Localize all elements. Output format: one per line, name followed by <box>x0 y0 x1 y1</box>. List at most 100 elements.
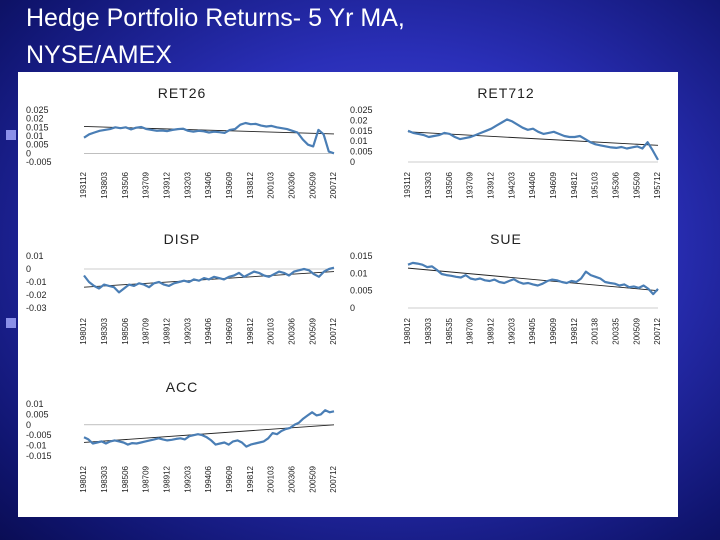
x-tick-label: 198535 <box>445 317 454 344</box>
series-line <box>407 118 659 161</box>
x-tick-label: 199406 <box>204 465 213 492</box>
x-tick-label: 200103 <box>267 317 276 344</box>
chart-svg: SUE 0.015 0.01 0.005 0 198012 198303 198535 1987… <box>350 231 662 345</box>
x-tick-label: 200509 <box>632 317 641 344</box>
y-tick-label: 0.015 <box>350 251 373 261</box>
y-tick-label: 0 <box>350 303 355 313</box>
x-tick-label: 199609 <box>549 317 558 344</box>
bullet-marker <box>6 130 16 140</box>
x-tick-label: 200712 <box>329 171 338 198</box>
y-tick-label: -0.03 <box>26 303 47 313</box>
y-tick-label: 0.025 <box>350 105 373 115</box>
y-tick-label: 0.005 <box>350 286 373 296</box>
chart-title: RET26 <box>158 85 207 101</box>
chart-title: SUE <box>490 231 522 247</box>
x-tick-label: 200103 <box>267 465 276 492</box>
y-tick-label: 0.01 <box>350 268 368 278</box>
y-tick-label: -0.015 <box>26 451 52 461</box>
y-tick-label: 0 <box>26 420 31 430</box>
x-tick-label: 199203 <box>183 465 192 492</box>
y-tick-label: 0.01 <box>26 251 44 261</box>
x-tick-label: 198012 <box>79 465 88 492</box>
y-tick-label: -0.005 <box>26 430 52 440</box>
x-tick-label: 198709 <box>142 317 151 344</box>
x-tick-label: 193709 <box>466 171 475 198</box>
x-tick-label: 193112 <box>79 171 88 198</box>
y-tick-label: 0.005 <box>26 140 49 150</box>
chart-title: RET712 <box>477 85 534 101</box>
x-tick-label: 199609 <box>225 317 234 344</box>
x-tick-label: 193803 <box>100 171 109 198</box>
slide-title-line-2: NYSE/AMEX <box>26 41 172 69</box>
y-tick-label: 0.01 <box>26 399 44 409</box>
slide-title: Hedge Portfolio Returns- 5 Yr MA, NYSE/A… <box>26 0 586 74</box>
x-tick-label: 194812 <box>570 171 579 198</box>
x-tick-label: 200509 <box>308 171 317 198</box>
x-tick-label: 200509 <box>308 465 317 492</box>
x-tick-label: 200712 <box>653 317 662 344</box>
y-tick-label: -0.005 <box>26 157 52 167</box>
x-tick-label: 200335 <box>611 317 620 344</box>
x-tick-label: 199812 <box>246 317 255 344</box>
y-tick-label: 0.005 <box>26 409 49 419</box>
x-tick-label: 194406 <box>528 171 537 198</box>
x-tick-label: 193812 <box>246 171 255 198</box>
y-tick-label: 0 <box>26 264 31 274</box>
chart-svg: DISP 0.01 0 -0.01 -0.02 -0.03 198012 198303 1985… <box>26 231 338 345</box>
x-tick-label: 199812 <box>570 317 579 344</box>
y-tick-label: 0.02 <box>350 115 368 125</box>
chart-title: DISP <box>164 231 201 247</box>
x-tick-label: 193912 <box>162 171 171 198</box>
x-tick-label: 198912 <box>162 465 171 492</box>
y-tick-label: 0 <box>350 157 355 167</box>
x-tick-label: 200138 <box>591 317 600 344</box>
x-tick-label: 199812 <box>246 465 255 492</box>
bullet-marker <box>6 318 16 328</box>
y-tick-label: -0.01 <box>26 277 47 287</box>
x-tick-label: 200712 <box>329 317 338 344</box>
y-tick-label: -0.01 <box>26 441 47 451</box>
x-tick-label: 200103 <box>267 171 276 198</box>
chart-sue: SUE 0.015 0.01 0.005 0 198012 198303 198535 1987… <box>346 222 666 358</box>
x-tick-label: 198012 <box>403 317 412 344</box>
x-tick-label: 199609 <box>225 465 234 492</box>
x-tick-label: 198303 <box>424 317 433 344</box>
x-tick-label: 195306 <box>611 171 620 198</box>
x-tick-label: 199405 <box>528 317 537 344</box>
chart-svg: ACC 0.010.0050-0.005-0.01-0.015 198012 1983… <box>26 379 338 493</box>
chart-title: ACC <box>166 379 199 395</box>
x-tick-label: 199203 <box>507 317 516 344</box>
x-tick-label: 193203 <box>183 171 192 198</box>
x-tick-label: 198012 <box>79 317 88 344</box>
y-tick-label: 0.015 <box>26 122 49 132</box>
x-tick-label: 200306 <box>287 465 296 492</box>
series-line <box>83 409 335 448</box>
y-tick-label: 0.02 <box>26 114 44 124</box>
x-tick-label: 195103 <box>591 171 600 198</box>
x-tick-label: 194609 <box>549 171 558 198</box>
x-tick-label: 198303 <box>100 317 109 344</box>
x-tick-label: 200509 <box>308 317 317 344</box>
y-tick-label: 0.025 <box>26 105 49 115</box>
x-tick-label: 200712 <box>329 465 338 492</box>
x-tick-label: 193406 <box>204 171 213 198</box>
chart-acc: ACC 0.01 0.005 0 -0.005 -0.01 -0.015 198012 1983… <box>22 370 342 510</box>
chart-ret712: RET712 0.025 0.02 0.015 0.01 0.005 0 193112 1933… <box>346 76 666 212</box>
x-tick-label: 198506 <box>121 317 130 344</box>
chart-ret26: RET26 0.025 0.02 0.015 0.01 0.005 0 -0.005 19311… <box>22 76 342 212</box>
x-tick-label: 198912 <box>486 317 495 344</box>
slide-title-line-1: Hedge Portfolio Returns- 5 Yr MA, <box>26 4 405 32</box>
x-tick-label: 193609 <box>225 171 234 198</box>
x-tick-label: 198303 <box>100 465 109 492</box>
trend-line <box>83 424 335 443</box>
x-tick-label: 193303 <box>424 171 433 198</box>
series-line <box>407 261 659 296</box>
trend-line <box>407 267 659 292</box>
x-tick-label: 194203 <box>507 171 516 198</box>
x-tick-label: 198912 <box>162 317 171 344</box>
x-tick-label: 199406 <box>204 317 213 344</box>
x-tick-label: 198709 <box>466 317 475 344</box>
y-tick-label: -0.02 <box>26 290 47 300</box>
